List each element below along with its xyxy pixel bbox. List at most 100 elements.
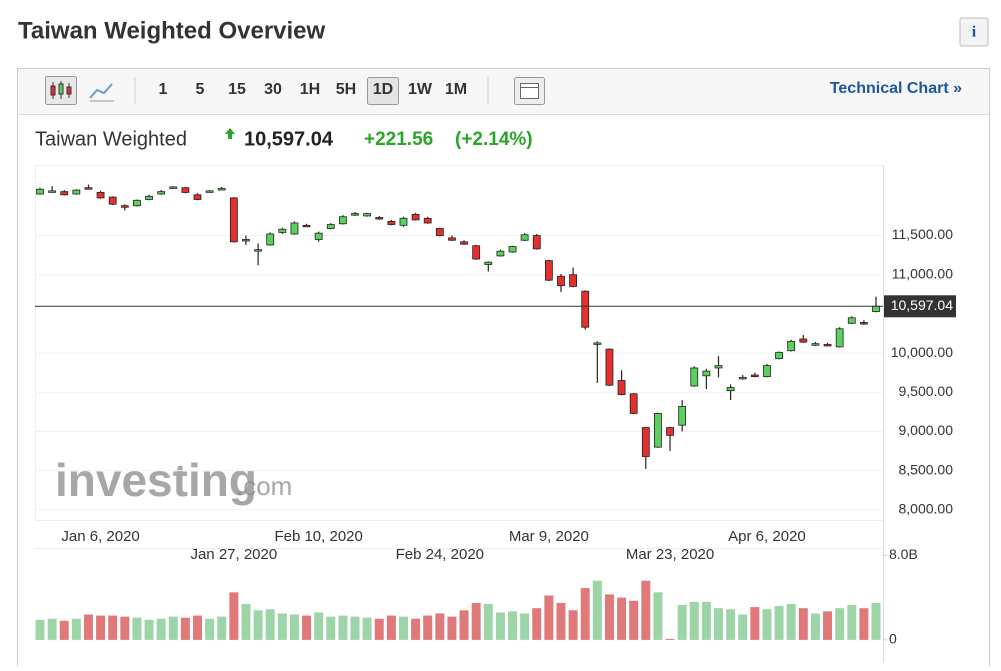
candle-body (108, 196, 117, 205)
interval-button[interactable]: 1 (159, 81, 168, 98)
volume-tick-label: 0 (889, 631, 897, 647)
info-box[interactable] (959, 17, 989, 47)
volume-bar (823, 611, 833, 640)
candle-body (872, 305, 880, 312)
candle-body (654, 413, 662, 448)
candle-body (823, 344, 832, 347)
candle-body (205, 190, 214, 193)
last-price: 10,597.04 (244, 128, 334, 150)
volume-bar (677, 605, 687, 640)
volume-bar (398, 616, 408, 640)
volume-bar (193, 615, 203, 640)
volume-bar (326, 616, 336, 640)
icon[interactable] (89, 83, 113, 99)
volume-bar (738, 614, 748, 640)
x-tick-label: Feb 24, 2020 (396, 546, 484, 563)
candle-body (423, 217, 432, 224)
volume-bar (180, 617, 190, 640)
candle-body (60, 191, 69, 196)
layout-button[interactable] (514, 77, 545, 105)
y-tick-label: 11,500.00 (892, 226, 953, 242)
volume-bar (314, 612, 324, 640)
candle-body (399, 217, 408, 226)
candle-body (702, 370, 711, 377)
x-tick-label: Jan 27, 2020 (190, 546, 277, 563)
candle-body (811, 343, 820, 346)
candle-body (859, 322, 868, 325)
volume-bar (265, 609, 275, 640)
candle-body (157, 191, 166, 195)
widget-frame (17, 68, 990, 671)
candle-body (666, 427, 674, 436)
candle-body (787, 340, 796, 352)
icon (520, 83, 539, 99)
candle-body (775, 351, 783, 359)
interval-button[interactable]: 1H (300, 81, 320, 98)
candle-body (532, 235, 541, 250)
watermark-suffix: .com (236, 471, 292, 501)
interval-button[interactable]: 1D (373, 81, 393, 98)
x-tick-label: Mar 23, 2020 (626, 546, 714, 563)
candle-body (544, 260, 553, 281)
interval-button[interactable]: 30 (264, 81, 282, 98)
volume-bar (508, 611, 518, 640)
volume-bar (168, 616, 178, 640)
candle-body (460, 241, 468, 245)
interval-selected[interactable] (367, 77, 399, 105)
candle-body (96, 192, 105, 199)
volume-bar (835, 608, 845, 640)
candle-body (169, 186, 178, 189)
candle-body (229, 197, 238, 243)
x-tick-label: Jan 6, 2020 (61, 528, 139, 545)
volume-bar (108, 615, 118, 640)
volume-bar (120, 616, 130, 640)
candle-body (835, 328, 844, 348)
candle-body (242, 239, 250, 242)
volume-bar (495, 612, 505, 640)
price-change: +221.56 (364, 129, 433, 150)
volume-bar (665, 638, 675, 640)
volume-bar (217, 616, 227, 640)
y-tick-label: 11,000.00 (892, 265, 953, 281)
candle-body (363, 213, 372, 217)
volume-bar (580, 588, 590, 640)
candle-body (314, 232, 323, 240)
volume-bar (132, 617, 142, 640)
volume-bar (229, 592, 239, 640)
candle-body (338, 216, 347, 225)
info-button[interactable]: i (959, 17, 989, 47)
volume-bar (617, 597, 627, 640)
technical-chart-link[interactable]: Technical Chart » (830, 80, 962, 97)
volume-bar (556, 602, 566, 640)
interval-button[interactable]: 1W (408, 81, 433, 98)
volume-bar (762, 609, 772, 640)
interval-button[interactable]: 15 (228, 81, 246, 98)
candle-body (375, 217, 384, 220)
candle-body (617, 380, 626, 396)
x-tick-label: Feb 10, 2020 (274, 528, 362, 545)
volume-bar (701, 601, 711, 640)
candle-body (290, 222, 299, 235)
volume-bar (253, 610, 263, 640)
candle-chart-button[interactable] (45, 76, 77, 105)
line-chart-button[interactable] (89, 83, 114, 102)
volume-tick-label: 8.0B (889, 546, 918, 562)
info-label[interactable]: i (972, 24, 977, 41)
volume-bar (520, 613, 530, 640)
last-price-label: 10,597.04 (891, 297, 953, 313)
interval-button[interactable]: 5 (196, 81, 205, 98)
volume-bar (532, 608, 542, 640)
volume-bar (786, 603, 796, 640)
plot: 8,000.00 8,500.00 9,000.00 9,500.00 10,000.0… (35, 184, 956, 647)
candle-body (557, 275, 565, 287)
interval-button[interactable]: 5H (336, 81, 356, 98)
candle-body (738, 376, 747, 380)
interval-button[interactable]: 1M (445, 81, 467, 98)
volume-bar (847, 605, 857, 640)
y-tick-label: 9,500.00 (899, 383, 954, 399)
volume-bar (592, 580, 602, 640)
candle-body (484, 261, 493, 265)
volume-bar (47, 618, 57, 640)
candle-body (181, 187, 190, 193)
